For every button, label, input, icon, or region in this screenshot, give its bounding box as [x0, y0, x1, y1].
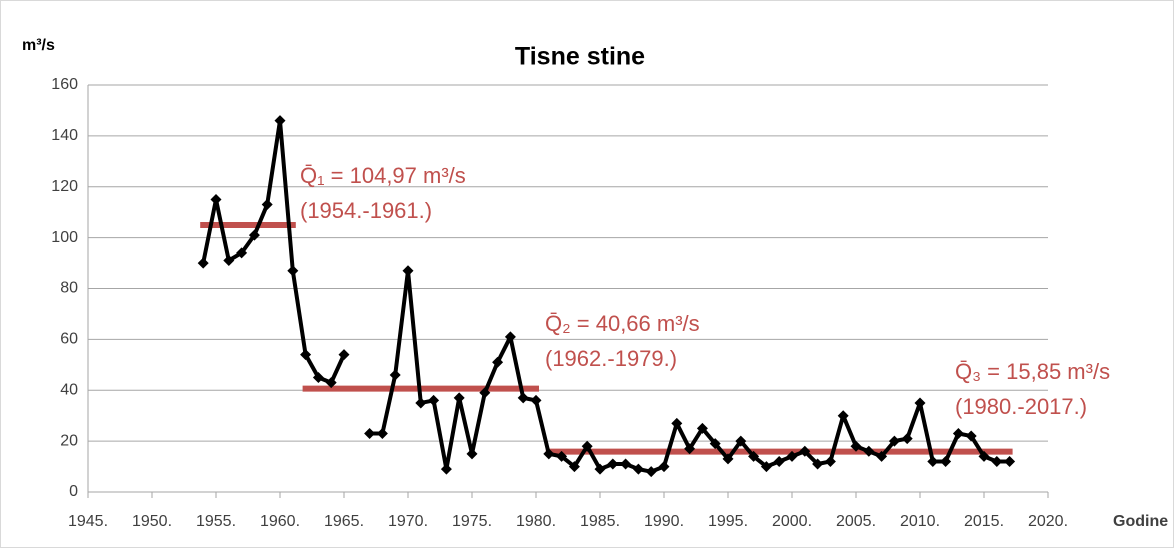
data-marker: [696, 422, 708, 434]
data-marker: [568, 461, 580, 473]
data-marker: [658, 461, 670, 473]
data-marker: [581, 440, 593, 452]
data-marker: [338, 349, 350, 361]
data-marker: [223, 255, 235, 267]
data-marker: [914, 397, 926, 409]
data-marker: [466, 448, 478, 460]
x-axis-label: Godine: [1113, 513, 1168, 530]
data-marker: [556, 450, 568, 462]
data-marker: [364, 427, 376, 439]
data-marker: [1004, 455, 1016, 467]
mean-period: (1980.-2017.): [955, 394, 1087, 419]
data-marker: [991, 455, 1003, 467]
data-marker: [197, 257, 209, 269]
data-marker: [773, 455, 785, 467]
data-marker: [709, 438, 721, 450]
y-tick-label: 20: [60, 432, 78, 449]
data-marker: [799, 445, 811, 457]
data-marker: [863, 445, 875, 457]
data-marker: [927, 455, 939, 467]
data-marker: [236, 247, 248, 259]
data-marker: [824, 455, 836, 467]
x-tick-label: 1970.: [388, 513, 428, 530]
x-tick-label: 2020.: [1028, 513, 1068, 530]
data-marker: [274, 115, 286, 127]
data-marker: [312, 372, 324, 384]
data-marker: [492, 356, 504, 368]
mean-label: Q̄₂ = 40,66 m³/s: [545, 311, 700, 336]
y-tick-label: 0: [69, 483, 78, 500]
data-marker: [965, 430, 977, 442]
data-marker: [248, 229, 260, 241]
x-tick-label: 1955.: [196, 513, 236, 530]
data-marker: [543, 448, 555, 460]
data-marker: [428, 394, 440, 406]
data-marker: [940, 455, 952, 467]
data-marker: [440, 463, 452, 475]
chart-title: Tisne stine: [515, 43, 645, 71]
y-tick-label: 120: [51, 178, 78, 195]
data-marker: [812, 458, 824, 470]
data-marker: [594, 463, 606, 475]
y-axis-label: m³/s: [22, 37, 55, 54]
data-marker: [901, 433, 913, 445]
data-marker: [530, 394, 542, 406]
data-marker: [748, 450, 760, 462]
y-tick-label: 60: [60, 331, 78, 348]
y-tick-label: 100: [51, 229, 78, 246]
x-tick-label: 2015.: [964, 513, 1004, 530]
data-marker: [876, 450, 888, 462]
data-marker: [607, 458, 619, 470]
x-tick-label: 1950.: [132, 513, 172, 530]
x-tick-label: 1985.: [580, 513, 620, 530]
data-marker: [978, 450, 990, 462]
data-marker: [722, 453, 734, 465]
y-tick-label: 140: [51, 127, 78, 144]
data-marker: [325, 377, 337, 389]
data-marker: [684, 443, 696, 455]
x-tick-label: 1965.: [324, 513, 364, 530]
x-tick-label: 2010.: [900, 513, 940, 530]
data-marker: [786, 450, 798, 462]
data-marker: [645, 466, 657, 478]
data-marker: [287, 265, 299, 277]
x-tick-label: 1980.: [516, 513, 556, 530]
y-tick-label: 80: [60, 280, 78, 297]
y-tick-label: 40: [60, 381, 78, 398]
mean-label: Q̄₃ = 15,85 m³/s: [955, 359, 1110, 384]
data-marker: [517, 392, 529, 404]
data-marker: [300, 349, 312, 361]
data-marker: [850, 440, 862, 452]
mean-period: (1962.-1979.): [545, 346, 677, 371]
data-marker: [952, 427, 964, 439]
data-marker: [760, 461, 772, 473]
mean-label: Q̄₁ = 104,97 m³/s: [300, 163, 466, 188]
x-tick-label: 1975.: [452, 513, 492, 530]
data-marker: [837, 410, 849, 422]
data-marker: [479, 387, 491, 399]
data-marker: [453, 392, 465, 404]
x-tick-label: 1945.: [68, 513, 108, 530]
data-marker: [632, 463, 644, 475]
data-marker: [671, 417, 683, 429]
data-marker: [261, 199, 273, 211]
x-tick-label: 1990.: [644, 513, 684, 530]
data-marker: [888, 435, 900, 447]
x-tick-label: 2005.: [836, 513, 876, 530]
x-tick-label: 2000.: [772, 513, 812, 530]
data-marker: [376, 427, 388, 439]
data-marker: [620, 458, 632, 470]
data-marker: [504, 331, 516, 343]
data-marker: [735, 435, 747, 447]
data-marker: [415, 397, 427, 409]
x-tick-label: 1960.: [260, 513, 300, 530]
data-marker: [389, 369, 401, 381]
mean-period: (1954.-1961.): [300, 198, 432, 223]
data-marker: [210, 193, 222, 205]
y-tick-label: 160: [51, 76, 78, 93]
data-marker: [402, 265, 414, 277]
x-tick-label: 1995.: [708, 513, 748, 530]
